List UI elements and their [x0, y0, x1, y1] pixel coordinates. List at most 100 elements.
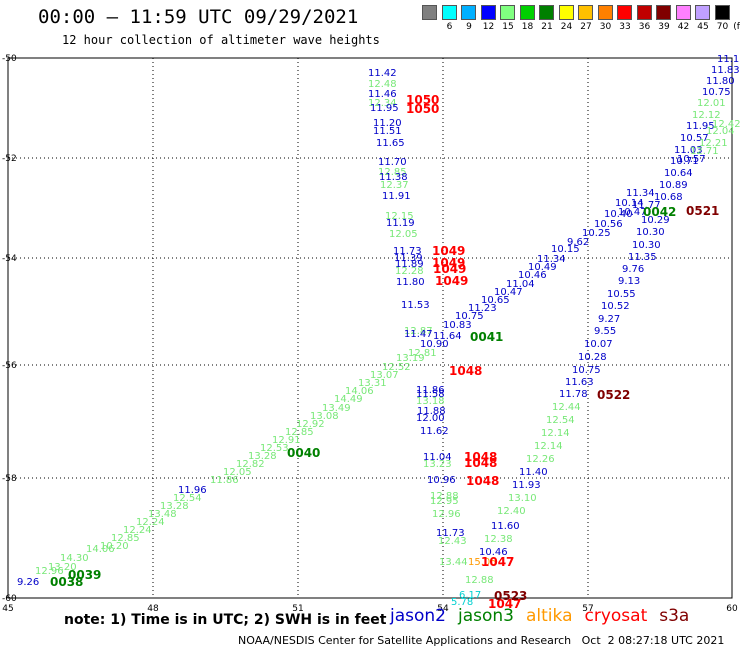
- wave-height-label: 11.83: [711, 65, 740, 76]
- wave-height-label: 14.30: [60, 553, 89, 564]
- wave-height-label: 14.06: [345, 386, 374, 397]
- wave-height-label: 11.38: [379, 172, 408, 183]
- wave-height-label: 12.05: [389, 229, 418, 240]
- page-title: 00:00 — 11:59 UTC 09/29/2021: [38, 6, 359, 28]
- pass-time-label: 1049: [433, 262, 466, 276]
- wave-height-label: 12.91: [272, 435, 301, 446]
- wave-height-label: 10.52: [601, 301, 630, 312]
- wave-height-label: 11.63: [565, 377, 594, 388]
- legend-label: 30: [599, 22, 612, 32]
- wave-height-label: 11.73: [436, 528, 465, 539]
- wave-height-label: 10.56: [594, 219, 623, 230]
- lon-tick-label: 48: [147, 604, 159, 614]
- wave-height-label: 12.00: [416, 413, 445, 424]
- wave-height-label: 11.80: [396, 277, 425, 288]
- pass-time-label: 0038: [50, 575, 83, 589]
- legend-swatch: [558, 5, 574, 20]
- wave-height-label: 10.64: [664, 168, 693, 179]
- wave-height-label: 11.60: [491, 521, 520, 532]
- wave-height-label: 10.68: [654, 192, 683, 203]
- wave-height-label: 12.85: [111, 533, 140, 544]
- wave-height-label: 10.07: [584, 339, 613, 350]
- pass-time-label: 1048: [464, 450, 497, 464]
- legend-swatch: [714, 5, 730, 20]
- wave-height-label: 12.34: [368, 98, 397, 109]
- legend-swatch: [656, 5, 671, 20]
- wave-height-label: 12.14: [541, 428, 570, 439]
- legend-label: 15: [502, 22, 514, 32]
- wave-height-label: 13.20: [48, 562, 77, 573]
- wave-height-label: 11.73: [393, 246, 422, 257]
- lat-tick-label: -52: [2, 154, 17, 164]
- wave-height-label: 13.49: [322, 403, 351, 414]
- pass-time-label: 1048: [464, 456, 497, 470]
- wave-height-label: 11.04: [506, 279, 535, 290]
- pass-time-label: 1048: [466, 474, 499, 488]
- wave-height-label: 10.30: [632, 240, 661, 251]
- axis-ticks: 45 48 51 54 57 60 -50 -52 -54 -56 -58 -60: [2, 54, 738, 614]
- wave-height-label: 10.49: [528, 262, 557, 273]
- wave-height-label: 11.34: [626, 188, 655, 199]
- pass-time-label: 0041: [470, 330, 503, 344]
- wave-height-label: 10.47: [618, 207, 647, 218]
- satellite-jason2: jason2: [390, 606, 446, 626]
- wave-height-label: 12.48: [368, 79, 397, 90]
- wave-height-label: 11.20: [373, 118, 402, 129]
- wave-height-label: 12.05: [223, 467, 252, 478]
- map-frame: [7, 57, 733, 599]
- wave-height-label: 13.08: [310, 411, 339, 422]
- wave-height-label: 15.05: [468, 557, 497, 568]
- wave-height-label: 12.71: [690, 146, 719, 157]
- wave-height-label: 12.15: [385, 211, 414, 222]
- wave-height-label: 11.77: [632, 200, 661, 211]
- wave-height-label: 13.28: [248, 451, 277, 462]
- satellite-cryosat: cryosat: [584, 606, 648, 626]
- wave-height-label: 9.13: [618, 276, 640, 287]
- wave-height-label: 11.03: [674, 145, 703, 156]
- wave-height-label: 13.44: [439, 557, 468, 568]
- wave-height-label: 13.18: [416, 396, 445, 407]
- legend-label: 33: [619, 22, 631, 32]
- wave-height-label: 10.29: [641, 215, 670, 226]
- wave-height-label: 13.07: [370, 370, 399, 381]
- wave-height-label: 10.65: [481, 295, 510, 306]
- satellite-jason3: jason3: [458, 606, 514, 626]
- legend-swatch: [500, 5, 515, 20]
- satellite-legend: jason2 jason3 altika cryosat s3a: [390, 606, 701, 626]
- legend-swatch: [461, 5, 476, 20]
- wave-height-label: 13.10: [508, 493, 537, 504]
- wave-height-label: 10.40: [604, 209, 633, 220]
- pass-time-label: 1049: [435, 274, 468, 288]
- wave-height-label: 14.06: [86, 544, 115, 555]
- lon-tick-label: 45: [2, 604, 13, 614]
- wave-height-label: 11.34: [537, 254, 566, 265]
- wave-height-label: 11.86: [416, 385, 445, 396]
- legend-unit: (ft): [733, 22, 740, 32]
- legend-swatch: [519, 5, 535, 20]
- wave-height-label: 13.31: [358, 378, 387, 389]
- wave-height-label: 6.17: [459, 590, 481, 601]
- wave-height-label: 11.1: [717, 54, 739, 65]
- wave-height-label: 11.88: [417, 406, 446, 417]
- wave-height-label: 9.27: [598, 314, 620, 325]
- wave-height-label: 11.42: [368, 68, 397, 79]
- legend-label: 21: [541, 22, 553, 32]
- wave-height-label: 12.12: [692, 110, 721, 121]
- wave-height-label: 10.71: [670, 156, 699, 167]
- wave-height-labels: 11.4212.4811.4612.3411.9511.2011.5111.65…: [17, 54, 740, 608]
- wave-height-label: 12.24: [123, 525, 152, 536]
- wave-height-label: 12.04: [706, 126, 735, 137]
- wave-height-label: 10.14: [615, 198, 644, 209]
- map-grid: [7, 57, 733, 599]
- footer-credit: NOAA/NESDIS Center for Satellite Applica…: [238, 634, 725, 647]
- wave-height-label: 10.46: [479, 547, 508, 558]
- lat-tick-label: -58: [2, 474, 17, 484]
- wave-height-label: 11.64: [433, 331, 462, 342]
- wave-height-label: 10.20: [100, 541, 129, 552]
- wave-height-label: 10.89: [659, 180, 688, 191]
- wave-height-label: 12.53: [260, 443, 289, 454]
- pass-time-label: 1047: [481, 555, 514, 569]
- wave-height-label: 11.39: [394, 253, 423, 264]
- legend-label: 9: [466, 22, 472, 32]
- wave-height-label: 11.91: [382, 191, 411, 202]
